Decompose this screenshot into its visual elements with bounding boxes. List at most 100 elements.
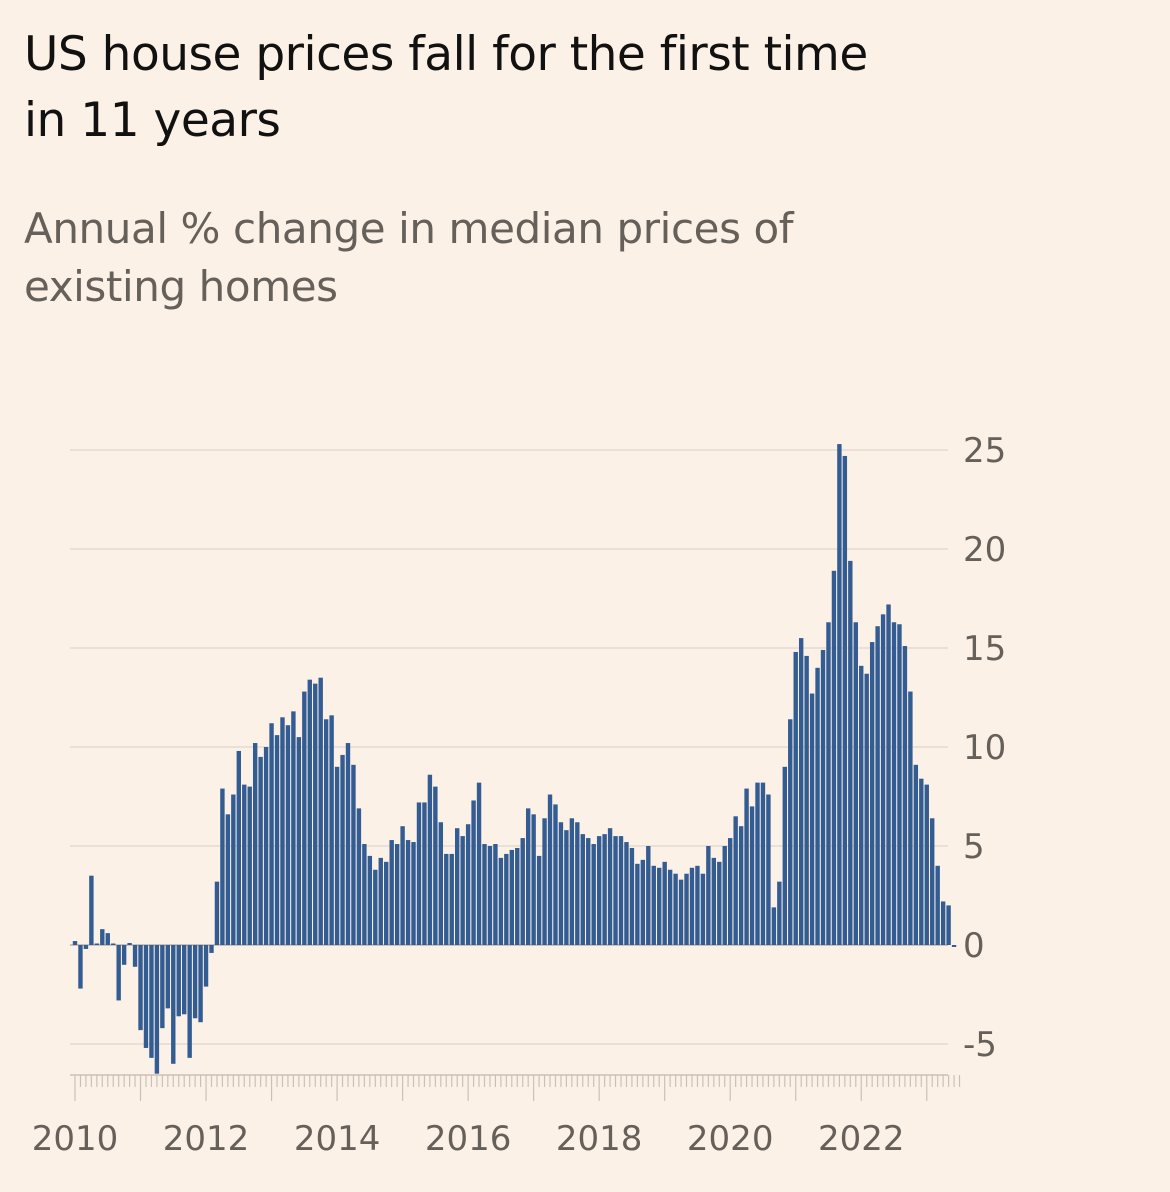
bar [422,802,427,945]
bar [864,673,869,945]
bar [804,655,809,945]
bar [444,853,449,945]
bar [389,840,394,945]
bar [313,683,318,945]
bar [782,766,787,945]
bar [760,782,766,945]
bar [542,818,547,945]
bar [394,844,400,945]
bar [547,794,553,945]
bar [613,836,618,945]
bar [318,677,323,945]
bar [504,853,509,945]
bar [203,945,209,987]
bar [427,774,433,945]
bar [831,570,837,945]
bar [886,604,891,945]
bar [187,945,192,1058]
y-axis: 25 20 15 10 5 0 -5 [963,431,1006,1065]
bar [728,838,733,945]
bar [433,786,438,945]
bar [236,750,241,945]
x-axis: 2010 2012 2014 2016 2018 2020 2022 [32,1074,961,1159]
bar [258,756,263,945]
bar [755,782,760,945]
bar [384,861,389,945]
bar [242,784,247,945]
x-tick-label: 2020 [687,1119,774,1159]
bar [673,873,678,945]
bar [635,863,640,945]
bar [940,901,946,945]
bar [116,945,121,1001]
bar [646,846,651,945]
bar [356,808,362,945]
bar [700,873,706,945]
bar [302,691,307,945]
bar [460,836,465,945]
bar [209,945,214,953]
bar [296,737,302,945]
bar [334,766,340,945]
bar [711,857,717,945]
bar [285,725,291,945]
bar [525,808,531,945]
y-tick-label: 20 [963,530,1006,570]
bar [362,844,367,945]
bar [171,945,176,1064]
bar [94,943,100,945]
bar [678,879,684,945]
bar [880,614,886,945]
bar [411,842,416,945]
bar [717,861,722,945]
bar [438,822,444,945]
bar [78,945,83,989]
bar [531,814,536,945]
bar [853,622,858,945]
bar [111,943,116,945]
bar [586,838,591,945]
bar [323,719,329,945]
bar [706,846,711,945]
bar [875,626,880,945]
bar [607,828,613,945]
bar [842,455,848,945]
bar [908,691,913,945]
bar [924,784,929,945]
chart-subtitle: Annual % change in median prices of exis… [24,204,794,311]
bar [788,719,793,945]
bar [329,715,334,945]
bar [580,834,585,945]
y-tick-label: 25 [963,431,1006,471]
x-tick-label: 2022 [818,1119,905,1159]
bar [651,865,656,945]
x-tick-label: 2016 [425,1119,512,1159]
bar [220,788,225,945]
bar [777,881,782,945]
bar [640,859,646,945]
bar [722,846,727,945]
bar [695,865,700,945]
y-tick-label: 15 [963,629,1006,669]
bar [192,945,198,1019]
bar [558,822,564,945]
bar [83,945,89,949]
bar [100,929,105,945]
bar [138,945,143,1031]
bar [553,804,558,945]
bar [766,794,771,945]
bar [340,754,345,945]
bar [198,945,203,1023]
bar [471,800,476,945]
bar [815,667,820,945]
bar [596,836,602,945]
bar [624,842,629,945]
bar [897,624,902,945]
bar [176,945,181,1017]
bar [913,764,919,945]
bar [771,907,777,945]
bar [826,622,831,945]
bar [373,869,378,945]
bar [536,855,542,945]
